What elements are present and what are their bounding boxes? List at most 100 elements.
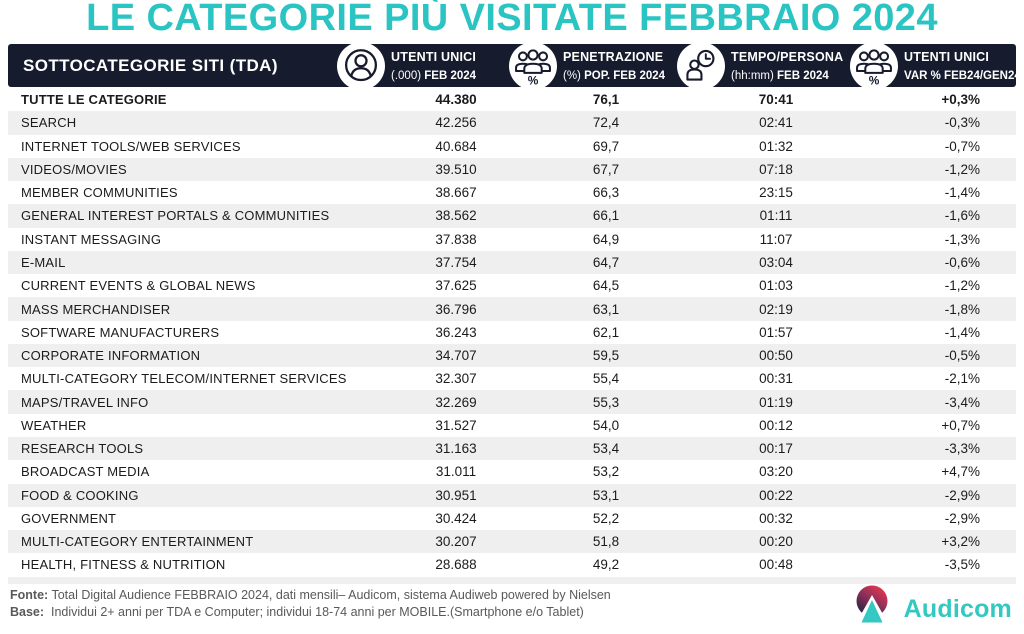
table-row: E-MAIL 37.754 64,7 03:04 -0,6% (8, 250, 1016, 275)
category-cell: GOVERNMENT (21, 510, 117, 526)
table-row: GENERAL INTEREST PORTALS & COMMUNITIES 3… (8, 204, 1016, 228)
tempo-persona-cell: 03:20 (759, 464, 793, 480)
utenti-unici-cell: 30.424 (435, 510, 477, 526)
category-cell: TUTTE LE CATEGORIE (21, 92, 167, 108)
penetrazione-cell: 53,2 (592, 464, 620, 480)
category-cell: INSTANT MESSAGING (21, 231, 162, 247)
tempo-persona-cell: 01:19 (759, 394, 793, 410)
utenti-unici-cell: 30.207 (435, 534, 477, 550)
var-percent-cell: -1,4% (944, 324, 980, 340)
table-row: CORPORATE INFORMATION 34.707 59,5 00:50 … (8, 343, 1016, 368)
tempo-persona-cell: 23:15 (759, 185, 793, 201)
utenti-unici-cell: 38.562 (435, 208, 477, 224)
column-header-var-utenti-unici: % UTENTI UNICI VAR % FEB24/GEN24 (850, 41, 1021, 90)
tempo-persona-cell: 03:04 (759, 254, 793, 270)
category-cell: FOOD & COOKING (21, 487, 139, 503)
table-row: MULTI-CATEGORY TELECOM/INTERNET SERVICES… (8, 367, 1016, 390)
audicom-logo-text: Audicom (903, 595, 1012, 623)
column-header-label: TEMPO/PERSONA (hh:mm) FEB 2024 (731, 49, 844, 82)
penetrazione-cell: 51,8 (592, 534, 620, 550)
var-percent-cell: +3,2% (941, 534, 980, 550)
person-clock-icon (677, 41, 725, 90)
tempo-persona-cell: 01:32 (759, 138, 793, 154)
table-body: TUTTE LE CATEGORIE 44.380 76,1 70:41 +0,… (8, 88, 1016, 577)
utenti-unici-cell: 31.011 (435, 464, 477, 480)
column-header-utenti-unici: UTENTI UNICI (.000) FEB 2024 (337, 41, 476, 90)
table-row: CURRENT EVENTS & GLOBAL NEWS 37.625 64,5… (8, 274, 1016, 297)
table-row: TUTTE LE CATEGORIE 44.380 76,1 70:41 +0,… (8, 88, 1016, 111)
category-cell: MAPS/TRAVEL INFO (21, 394, 149, 410)
penetrazione-cell: 54,0 (592, 417, 620, 433)
table-row: FOOD & COOKING 30.951 53,1 00:22 -2,9% (8, 483, 1016, 507)
penetrazione-cell: 64,9 (592, 231, 620, 247)
var-percent-cell: -0,6% (944, 254, 980, 270)
var-percent-cell: +0,3% (941, 92, 980, 108)
category-cell: BROADCAST MEDIA (21, 464, 150, 480)
var-percent-cell: -2,9% (944, 510, 980, 526)
table-row: RESEARCH TOOLS 31.163 53,4 00:17 -3,3% (8, 436, 1016, 461)
tempo-persona-cell: 00:31 (759, 371, 793, 387)
tempo-persona-cell: 00:20 (759, 534, 793, 550)
var-percent-cell: -1,2% (944, 161, 980, 177)
tempo-persona-cell: 70:41 (758, 92, 794, 108)
var-percent-cell: -0,5% (944, 348, 980, 364)
category-cell: GENERAL INTEREST PORTALS & COMMUNITIES (21, 208, 330, 224)
table-row: BROADCAST MEDIA 31.011 53,2 03:20 +4,7% (8, 460, 1016, 483)
tempo-persona-cell: 01:11 (759, 208, 793, 224)
penetrazione-cell: 64,5 (592, 278, 620, 294)
table-row: INSTANT MESSAGING 37.838 64,9 11:07 -1,3… (8, 228, 1016, 251)
tempo-persona-cell: 00:12 (759, 417, 793, 433)
users-percent-icon: % (509, 41, 557, 90)
utenti-unici-cell: 44.380 (435, 92, 477, 108)
audicom-logo-icon (850, 584, 896, 634)
utenti-unici-cell: 40.684 (435, 138, 477, 154)
table-row: MEMBER COMMUNITIES 38.667 66,3 23:15 -1,… (8, 181, 1016, 204)
var-percent-cell: -1,2% (944, 278, 980, 294)
var-percent-cell: +0,7% (941, 417, 980, 433)
utenti-unici-cell: 34.707 (435, 348, 477, 364)
tempo-persona-cell: 00:22 (759, 487, 793, 503)
column-header-tempo-persona: TEMPO/PERSONA (hh:mm) FEB 2024 (677, 41, 843, 90)
var-percent-cell: -3,3% (944, 441, 980, 457)
tempo-persona-cell: 07:18 (759, 161, 793, 177)
table-row: MASS MERCHANDISER 36.796 63,1 02:19 -1,8… (8, 297, 1016, 321)
tempo-persona-cell: 11:07 (759, 231, 793, 247)
page-title: LE CATEGORIE PIÙ VISITATE FEBBRAIO 2024 (86, 0, 938, 39)
category-cell: WEATHER (21, 417, 87, 433)
utenti-unici-cell: 31.163 (435, 441, 477, 457)
utenti-unici-cell: 32.269 (435, 394, 477, 410)
utenti-unici-cell: 36.796 (435, 301, 477, 317)
category-cell: CURRENT EVENTS & GLOBAL NEWS (21, 278, 256, 294)
penetrazione-cell: 55,3 (592, 394, 620, 410)
utenti-unici-cell: 28.688 (435, 557, 477, 573)
tempo-persona-cell: 01:03 (759, 278, 793, 294)
tempo-persona-cell: 00:32 (759, 510, 793, 526)
var-percent-cell: -1,3% (944, 231, 980, 247)
penetrazione-cell: 64,7 (592, 254, 620, 270)
column-header-penetrazione: % PENETRAZIONE (%) POP. FEB 2024 (509, 41, 665, 90)
table-row: INTERNET TOOLS/WEB SERVICES 40.684 69,7 … (8, 135, 1016, 158)
category-cell: SEARCH (21, 115, 77, 131)
tempo-persona-cell: 02:41 (759, 115, 793, 131)
base-note: Base: Individui 2+ anni per TDA e Comput… (10, 604, 584, 619)
penetrazione-cell: 53,4 (592, 441, 620, 457)
var-percent-cell: -1,6% (944, 208, 980, 224)
utenti-unici-cell: 39.510 (435, 161, 477, 177)
penetrazione-cell: 67,7 (592, 161, 620, 177)
utenti-unici-cell: 37.625 (435, 278, 477, 294)
source-note: Fonte: Total Digital Audience FEBBRAIO 2… (10, 588, 611, 602)
table-row: SOFTWARE MANUFACTURERS 36.243 62,1 01:57… (8, 321, 1016, 344)
utenti-unici-cell: 31.527 (435, 417, 477, 433)
category-cell: INTERNET TOOLS/WEB SERVICES (21, 138, 241, 154)
var-percent-cell: -0,3% (944, 115, 980, 131)
table-row: WEATHER 31.527 54,0 00:12 +0,7% (8, 414, 1016, 437)
penetrazione-cell: 55,4 (592, 371, 620, 387)
var-percent-cell: -3,5% (944, 557, 980, 573)
table-header-bar: SOTTOCATEGORIE SITI (TDA) UTENTI UNICI (… (8, 41, 1021, 90)
table-row: HEALTH, FITNESS & NUTRITION 28.688 49,2 … (8, 553, 1016, 576)
var-percent-cell: -3,4% (944, 394, 980, 410)
table-row: MAPS/TRAVEL INFO 32.269 55,3 01:19 -3,4% (8, 390, 1016, 414)
category-cell: CORPORATE INFORMATION (21, 348, 201, 364)
utenti-unici-cell: 32.307 (435, 371, 477, 387)
column-header-categories: SOTTOCATEGORIE SITI (TDA) (23, 55, 278, 75)
